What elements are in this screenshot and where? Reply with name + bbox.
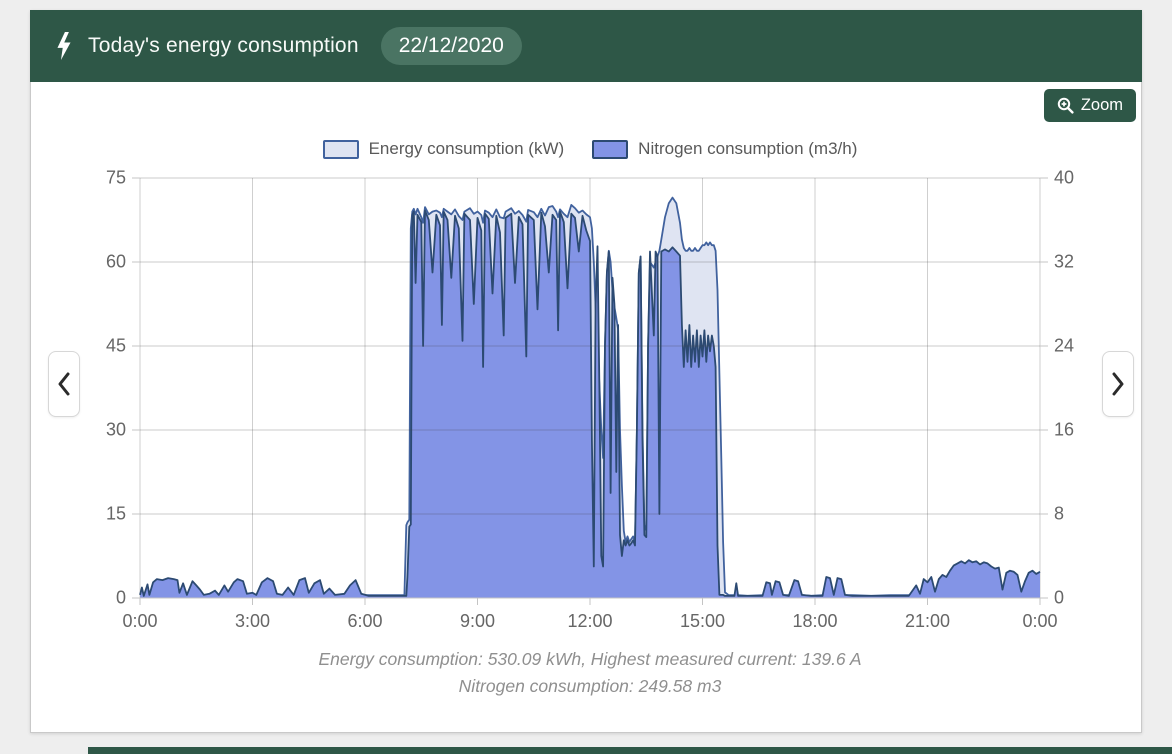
left-axis-tick-label: 60	[105, 251, 126, 272]
x-axis-tick-label: 0:00	[122, 611, 158, 631]
energy-summary-caption: Energy consumption: 530.09 kWh, Highest …	[318, 649, 862, 669]
legend-label: Energy consumption (kW)	[368, 139, 565, 158]
chevron-left-icon	[58, 372, 70, 396]
legend-item-energy[interactable]: Energy consumption (kW)	[322, 139, 565, 159]
zoom-button[interactable]: Zoom	[1043, 89, 1136, 122]
chevron-right-icon	[1112, 372, 1124, 396]
nitrogen-series-line	[139, 209, 1041, 597]
magnifier-plus-icon	[1057, 97, 1074, 114]
left-axis-tick-label: 0	[115, 587, 126, 608]
chart-legend: Energy consumption (kW) Nitrogen consumpt…	[140, 139, 1040, 159]
legend-swatch	[592, 139, 629, 159]
next-day-button[interactable]	[1102, 351, 1134, 417]
left-axis-tick-label: 45	[105, 335, 126, 356]
left-axis-tick-label: 15	[105, 503, 126, 524]
chart-panel: Zoom Energy consumption (kW) Nitrogen con…	[30, 82, 1142, 733]
chart-svg[interactable]	[132, 177, 1048, 605]
energy-widget-card: Today's energy consumption 22/12/2020 Zo…	[30, 10, 1142, 733]
right-axis-tick-label: 8	[1054, 503, 1065, 524]
x-axis-tick-label: 6:00	[347, 611, 383, 631]
legend-label: Nitrogen consumption (m3/h)	[638, 139, 858, 158]
nitrogen-series-area	[140, 210, 1040, 598]
widget-title: Today's energy consumption	[88, 34, 359, 57]
previous-day-button[interactable]	[48, 351, 80, 417]
x-axis-tick-label: 18:00	[792, 611, 838, 631]
legend-item-nitrogen[interactable]: Nitrogen consumption (m3/h)	[592, 139, 857, 159]
x-axis-tick-label: 0:00	[1022, 611, 1058, 631]
left-axis-tick-label: 30	[105, 419, 126, 440]
right-axis-tick-label: 16	[1054, 419, 1075, 440]
legend-swatch	[322, 139, 359, 159]
x-axis-tick-label: 12:00	[567, 611, 613, 631]
zoom-button-label: Zoom	[1080, 96, 1123, 114]
lightning-bolt-icon	[57, 32, 71, 60]
date-badge: 22/12/2020	[380, 27, 522, 65]
right-axis-tick-label: 0	[1054, 587, 1065, 608]
right-axis-tick-label: 24	[1054, 335, 1075, 356]
right-axis-tick-label: 40	[1054, 167, 1075, 188]
x-axis-tick-label: 3:00	[234, 611, 271, 631]
x-axis-tick-label: 21:00	[904, 611, 951, 631]
x-axis-tick-label: 9:00	[459, 611, 496, 631]
next-widget-header-edge	[88, 747, 1172, 754]
x-axis-tick-label: 15:00	[679, 611, 726, 631]
right-axis-tick-label: 32	[1054, 251, 1075, 272]
widget-header: Today's energy consumption 22/12/2020	[30, 10, 1142, 82]
chart-plot-area[interactable]: 0 15 30 45 60 75 0 8 16 24 32 40 0:00 3:00 6:00 9:00 12:…	[106, 168, 1074, 632]
left-axis-tick-label: 75	[105, 167, 126, 188]
nitrogen-summary-caption: Nitrogen consumption: 249.58 m3	[458, 676, 722, 696]
